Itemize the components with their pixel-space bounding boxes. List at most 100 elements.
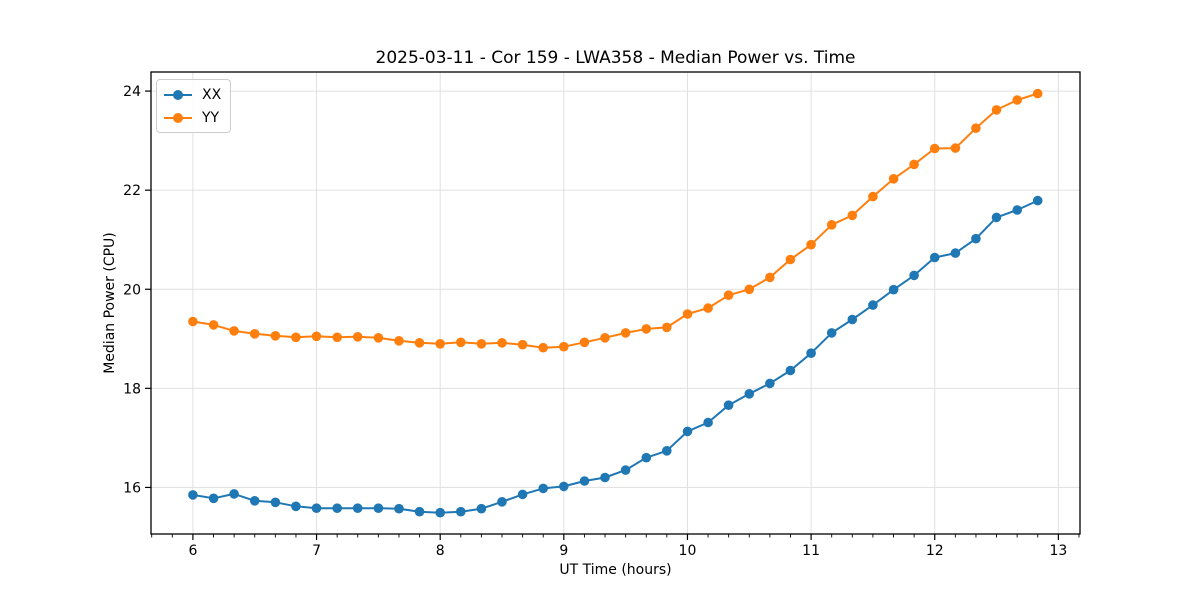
data-point-xx: [703, 417, 713, 428]
data-point-yy: [311, 331, 322, 342]
data-point-xx: [517, 489, 528, 500]
x-tick-label: 13: [1049, 543, 1067, 559]
data-point-yy: [291, 332, 301, 343]
data-point-yy: [950, 143, 961, 153]
series-yy: [188, 88, 1043, 353]
data-point-yy: [785, 254, 796, 265]
y-tick-label: 22: [123, 183, 141, 199]
data-point-xx: [868, 300, 878, 310]
legend-item-xx: XX: [164, 85, 221, 104]
data-point-xx: [373, 503, 384, 513]
data-point-xx: [208, 493, 219, 504]
data-point-xx: [188, 490, 198, 500]
data-point-yy: [703, 303, 713, 313]
data-point-xx: [414, 506, 425, 517]
data-point-xx: [723, 400, 734, 411]
data-point-yy: [208, 320, 219, 330]
data-point-xx: [950, 248, 961, 258]
data-point-yy: [641, 324, 652, 334]
x-tick-label: 11: [802, 543, 820, 559]
data-point-xx: [497, 497, 507, 507]
series-yy-line: [191, 92, 1039, 349]
data-point-yy: [723, 290, 734, 301]
x-tick-label: 8: [436, 543, 445, 559]
x-axis-label: UT Time (hours): [559, 562, 672, 578]
marker-dot-icon: [173, 112, 183, 123]
data-point-xx: [991, 212, 1002, 223]
data-point-xx: [352, 503, 363, 513]
data-point-xx: [785, 365, 796, 376]
data-point-yy: [868, 191, 878, 202]
data-point-xx: [744, 389, 755, 399]
data-point-xx: [765, 378, 775, 389]
data-point-yy: [559, 341, 569, 352]
data-point-yy: [991, 105, 1002, 115]
data-point-yy: [435, 339, 446, 349]
y-tick-label: 20: [123, 282, 141, 298]
data-point-xx: [394, 503, 404, 514]
grid: [151, 72, 1080, 534]
data-point-yy: [971, 123, 981, 133]
data-point-xx: [476, 503, 487, 514]
data-point-xx: [229, 489, 239, 499]
data-point-xx: [435, 507, 446, 518]
data-point-yy: [765, 272, 775, 283]
legend-item-yy: YY: [164, 108, 221, 127]
data-point-xx: [826, 328, 837, 338]
data-point-xx: [1012, 205, 1022, 215]
x-tick-label: 6: [188, 543, 197, 559]
x-tick-label: 7: [312, 543, 321, 559]
data-point-xx: [971, 233, 981, 244]
data-point-yy: [249, 329, 260, 339]
data-point-xx: [806, 348, 816, 359]
data-point-yy: [456, 337, 466, 348]
y-axis-label: Median Power (CPU): [102, 232, 118, 374]
data-point-yy: [620, 328, 631, 338]
data-point-xx: [682, 426, 693, 437]
data-point-yy: [414, 338, 425, 348]
data-point-xx: [559, 481, 569, 492]
series-xx: [188, 195, 1043, 518]
data-point-xx: [270, 497, 281, 508]
data-point-xx: [311, 503, 322, 513]
axes-spines: [150, 71, 1081, 535]
data-point-xx: [929, 252, 940, 263]
data-point-xx: [1032, 195, 1043, 206]
data-point-yy: [929, 143, 940, 154]
series-xx-line: [191, 199, 1039, 514]
axis-ticks: 6 7 8 9 10 11 12 13 16 18 20 22 24: [123, 84, 1080, 559]
y-tick-label: 24: [123, 84, 141, 100]
data-point-yy: [1012, 95, 1022, 105]
legend-label-xx: XX: [202, 86, 222, 103]
data-point-xx: [456, 506, 466, 517]
data-point-yy: [909, 159, 919, 170]
data-point-yy: [806, 239, 816, 250]
x-tick-label: 10: [679, 543, 697, 559]
data-point-xx: [641, 452, 652, 463]
legend: XX YY: [156, 79, 232, 133]
data-point-xx: [600, 472, 610, 483]
data-point-xx: [620, 465, 631, 475]
data-point-yy: [538, 342, 548, 353]
y-tick-label: 18: [123, 381, 141, 397]
legend-label-yy: YY: [202, 109, 220, 126]
data-point-yy: [476, 339, 487, 349]
marker-dot-icon: [173, 89, 183, 100]
series-yy-swatch-icon: [164, 112, 192, 123]
data-point-xx: [538, 483, 548, 494]
x-tick-label: 9: [559, 543, 568, 559]
data-point-yy: [579, 337, 590, 348]
data-point-yy: [373, 333, 384, 343]
data-point-xx: [662, 446, 672, 456]
data-point-yy: [600, 333, 610, 343]
data-point-xx: [579, 476, 590, 486]
data-point-xx: [847, 314, 858, 325]
data-point-xx: [909, 270, 919, 281]
x-tick-label: 12: [926, 543, 944, 559]
data-point-xx: [249, 496, 260, 506]
data-point-yy: [682, 309, 693, 319]
data-point-yy: [744, 284, 755, 295]
data-point-yy: [229, 326, 239, 336]
data-point-yy: [517, 339, 528, 350]
